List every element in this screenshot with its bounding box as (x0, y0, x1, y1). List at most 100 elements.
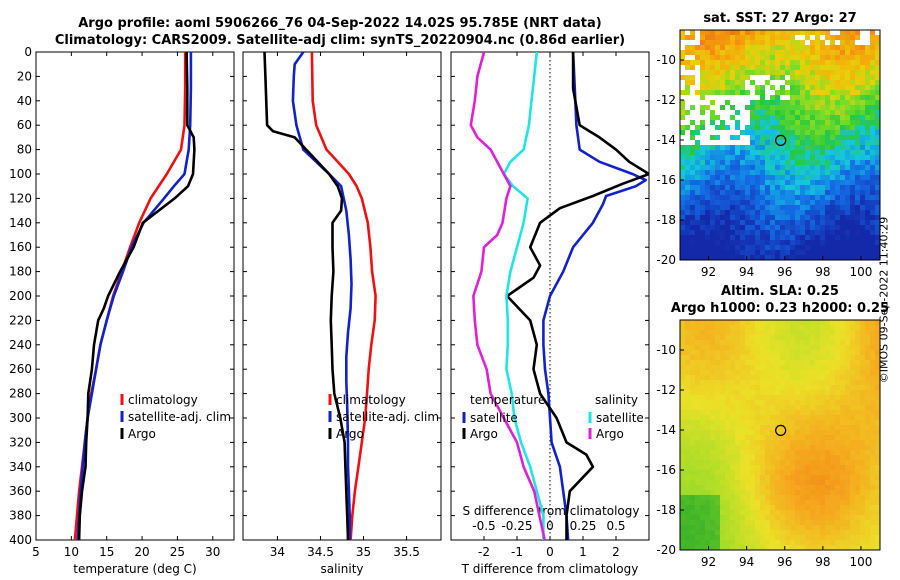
map-cell (870, 510, 876, 516)
map-cell (755, 500, 761, 506)
map-cell (810, 425, 816, 431)
map-cell (795, 420, 801, 426)
map-cell (805, 115, 811, 121)
map-cell (700, 180, 706, 186)
map-cell (765, 390, 771, 396)
map-cell (755, 365, 761, 371)
map-cell (835, 70, 841, 76)
map-cell (785, 425, 791, 431)
map-cell (710, 70, 716, 76)
map-cell (785, 450, 791, 456)
map-cell (815, 440, 821, 446)
map-cell (685, 145, 691, 151)
map-cell (715, 30, 721, 36)
map-cell (715, 50, 721, 56)
map-cell (805, 150, 811, 156)
map-cell (875, 330, 881, 336)
map-cell (845, 360, 851, 366)
map-cell (745, 450, 751, 456)
map-cell (855, 255, 861, 261)
map-cell (750, 545, 756, 551)
map-cell (745, 435, 751, 441)
map-cell (815, 425, 821, 431)
map-cell (835, 450, 841, 456)
map-cell (855, 30, 861, 36)
map-cell (870, 325, 876, 331)
map-cell (795, 535, 801, 541)
map-cell (760, 165, 766, 171)
map-cell (680, 400, 686, 406)
map-cell (780, 520, 786, 526)
map-cell (840, 225, 846, 231)
map-cell (770, 200, 776, 206)
map-cell (750, 320, 756, 326)
map-cell (685, 515, 691, 521)
map-cell (700, 525, 706, 531)
legend-label: climatology (336, 393, 406, 407)
map-cell (720, 465, 726, 471)
map-cell (715, 235, 721, 241)
map-cell (740, 420, 746, 426)
map-cell (825, 30, 831, 36)
map-cell (715, 435, 721, 441)
map-cell (840, 410, 846, 416)
map-cell (680, 345, 686, 351)
map-cell (875, 530, 881, 536)
map-cell (870, 230, 876, 236)
map-cell (805, 345, 811, 351)
map-cell (860, 535, 866, 541)
map-cell (850, 30, 856, 36)
map-cell (770, 425, 776, 431)
map-cell (815, 100, 821, 106)
map-cell (705, 115, 711, 121)
map-cell (685, 150, 691, 156)
map-cell (740, 65, 746, 71)
map-cell (845, 200, 851, 206)
map-cell (730, 350, 736, 356)
map-cell (805, 460, 811, 466)
map-cell (760, 175, 766, 181)
map-cell (785, 460, 791, 466)
map-cell (830, 505, 836, 511)
map-cell (760, 545, 766, 551)
map-cell (870, 420, 876, 426)
map-cell (820, 415, 826, 421)
map-cell (820, 80, 826, 86)
map-cell (810, 450, 816, 456)
map-cell (690, 35, 696, 41)
map-cell (805, 100, 811, 106)
map-cell (695, 210, 701, 216)
map-cell (680, 120, 686, 126)
map-cell (820, 100, 826, 106)
map-cell (735, 370, 741, 376)
map-cell (820, 115, 826, 121)
map-cell (760, 255, 766, 261)
map-cell (855, 230, 861, 236)
map-cell (715, 45, 721, 51)
map-cell (850, 160, 856, 166)
map-cell (760, 345, 766, 351)
map-cell (805, 455, 811, 461)
map-cell (710, 425, 716, 431)
map-cell (800, 50, 806, 56)
map-cell (825, 235, 831, 241)
map-cell (745, 230, 751, 236)
map-cell (715, 405, 721, 411)
map-cell (715, 485, 721, 491)
map-cell (760, 415, 766, 421)
map-cell (685, 545, 691, 551)
map-cell (770, 255, 776, 261)
map-cell (695, 525, 701, 531)
map-cell (865, 160, 871, 166)
map-cell (875, 130, 881, 136)
map-cell (845, 95, 851, 101)
map-cell (780, 365, 786, 371)
map-cell (790, 210, 796, 216)
map-cell (790, 215, 796, 221)
map-cell (720, 395, 726, 401)
map-cell (785, 345, 791, 351)
map-cell (865, 395, 871, 401)
map-cell (730, 235, 736, 241)
map-cell (865, 80, 871, 86)
map-cell (790, 440, 796, 446)
